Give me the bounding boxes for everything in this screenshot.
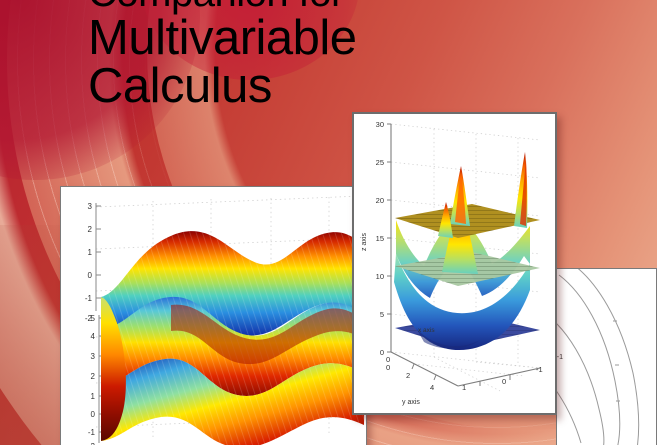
svg-text:0: 0 bbox=[380, 348, 384, 357]
figure-panel-right: -1 bbox=[556, 268, 657, 445]
svg-text:1: 1 bbox=[91, 392, 96, 401]
svg-text:4: 4 bbox=[430, 383, 434, 392]
center-x-axis-inline-label: x axis bbox=[418, 327, 435, 334]
svg-text:0: 0 bbox=[386, 363, 390, 372]
svg-text:0: 0 bbox=[88, 271, 93, 280]
level-surface-svg: 30 25 20 15 10 5 0 z axis bbox=[354, 114, 555, 413]
svg-text:2: 2 bbox=[91, 372, 96, 381]
svg-text:-1: -1 bbox=[88, 428, 96, 437]
svg-text:-1: -1 bbox=[536, 365, 543, 374]
svg-text:20: 20 bbox=[376, 196, 384, 205]
level-surface-slices-plot: 30 25 20 15 10 5 0 z axis bbox=[354, 114, 555, 413]
contour-tick-label: -1 bbox=[557, 354, 563, 361]
svg-text:5: 5 bbox=[380, 310, 384, 319]
svg-text:3: 3 bbox=[88, 202, 93, 211]
svg-text:1: 1 bbox=[88, 248, 93, 257]
sinusoidal-surface-plot: 3 2 1 0 -1 -2 5 4 3 bbox=[61, 187, 366, 445]
svg-text:0: 0 bbox=[91, 410, 96, 419]
contour-arcs-svg: -1 bbox=[557, 269, 656, 445]
cover-title-block: Companion for Multivariable Calculus bbox=[88, 0, 357, 111]
figure-panel-left: 3 2 1 0 -1 -2 5 4 3 bbox=[60, 186, 367, 445]
title-line-calculus: Calculus bbox=[88, 59, 272, 114]
svg-text:2: 2 bbox=[406, 371, 410, 380]
center-y-axis-label: y axis bbox=[402, 399, 420, 406]
svg-text:2: 2 bbox=[88, 225, 93, 234]
svg-text:5: 5 bbox=[91, 314, 96, 323]
figure-panel-center: 30 25 20 15 10 5 0 z axis bbox=[352, 112, 557, 415]
contour-arcs-plot: -1 bbox=[557, 269, 656, 445]
svg-text:1: 1 bbox=[462, 383, 466, 392]
title-line-multivariable: Multivariable bbox=[88, 10, 357, 65]
svg-text:0: 0 bbox=[502, 377, 506, 386]
center-z-axis-label: z axis bbox=[361, 233, 368, 251]
svg-text:3: 3 bbox=[91, 352, 96, 361]
sinusoidal-surface-svg: 3 2 1 0 -1 -2 5 4 3 bbox=[61, 187, 366, 445]
svg-text:4: 4 bbox=[91, 332, 96, 341]
svg-text:10: 10 bbox=[376, 272, 384, 281]
svg-text:15: 15 bbox=[376, 234, 384, 243]
svg-text:-1: -1 bbox=[85, 294, 93, 303]
svg-text:-1: -1 bbox=[557, 354, 563, 361]
svg-text:30: 30 bbox=[376, 120, 384, 129]
svg-text:25: 25 bbox=[376, 158, 384, 167]
